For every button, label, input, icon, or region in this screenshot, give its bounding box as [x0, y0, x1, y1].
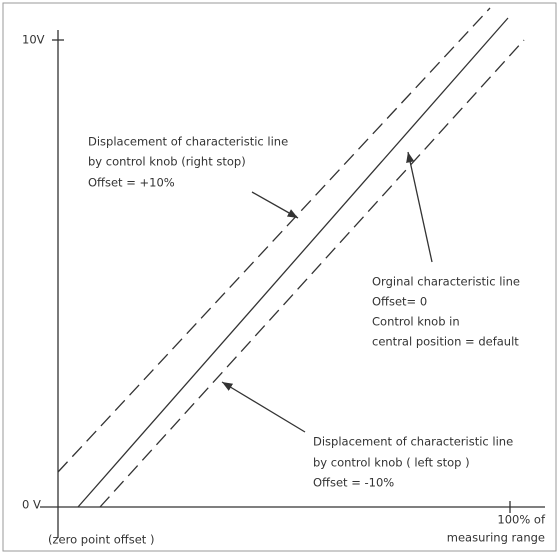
y-top-label: 10V [22, 33, 45, 47]
arrow [221, 381, 306, 433]
annotation-line: Orginal characteristic line [372, 275, 520, 289]
y-bottom-label: 0 V [22, 498, 41, 512]
annotation-line: Offset = -10% [313, 476, 394, 490]
lower-offset-line [99, 39, 525, 508]
arrow [251, 191, 299, 219]
annotation-line: Offset= 0 [372, 295, 427, 309]
annotation-line: Offset = +10% [88, 176, 175, 190]
x-end-label: 100% of [497, 513, 546, 527]
upper-offset-line [57, 7, 491, 473]
x-end-label: measuring range [447, 531, 545, 545]
annotation-line: Control knob in [372, 315, 460, 329]
x-origin-label: (zero point offset ) [48, 533, 154, 547]
annotation-line: by control knob ( left stop ) [313, 456, 470, 470]
annotation-line: Displacement of characteristic line [313, 435, 513, 449]
arrow [406, 151, 433, 263]
annotation-line: by control knob (right stop) [88, 155, 246, 169]
annotation-line: Displacement of characteristic line [88, 135, 288, 149]
original-line [77, 17, 509, 508]
annotation-line: central position = default [372, 335, 519, 349]
